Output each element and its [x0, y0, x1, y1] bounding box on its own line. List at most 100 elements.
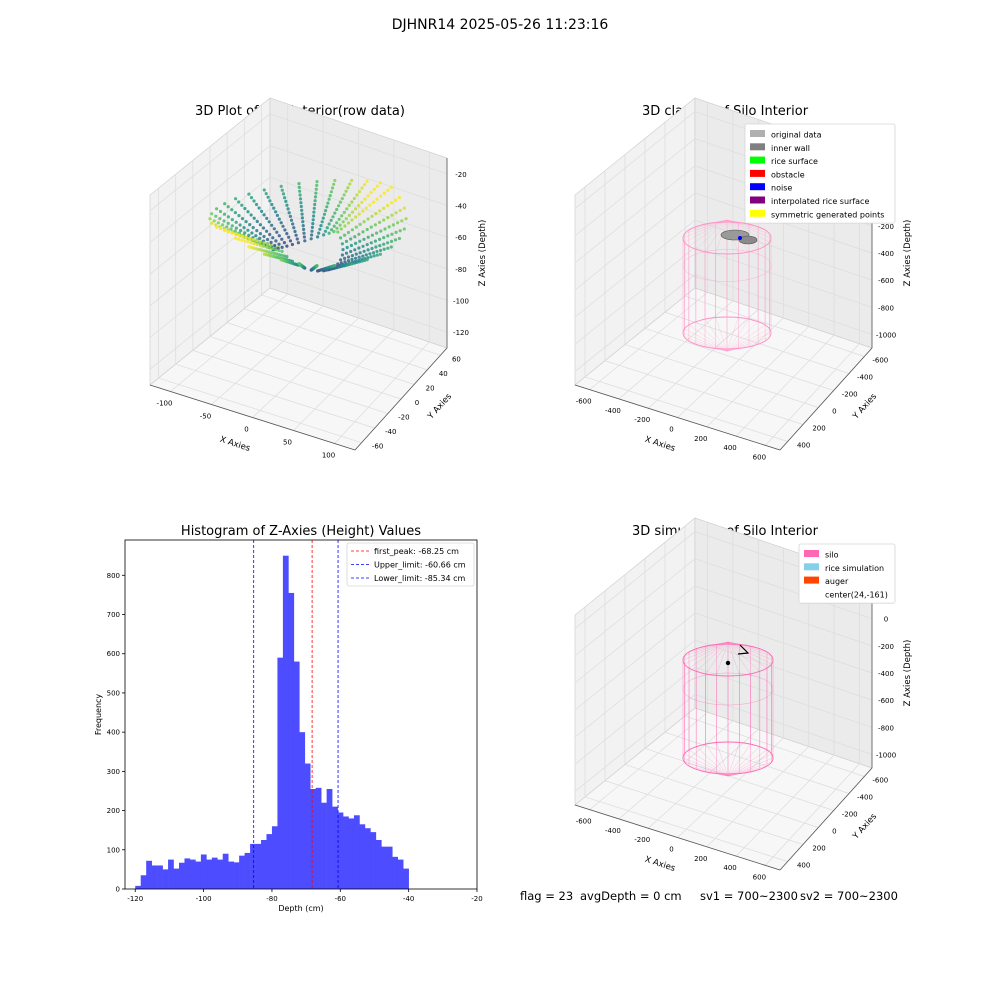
classify-legend-label: rice surface — [771, 157, 818, 166]
classify-cylinder-cone — [715, 317, 728, 352]
histogram-x-tick-label: -100 — [196, 895, 212, 903]
histogram-x-axis-label: Depth (cm) — [278, 904, 323, 913]
histogram-bar — [359, 824, 366, 889]
raw-point — [366, 235, 370, 239]
raw-point — [290, 242, 294, 247]
histogram-bar — [392, 856, 399, 889]
raw-point — [346, 221, 351, 225]
raw-point — [389, 201, 394, 205]
raw-point — [350, 228, 354, 232]
simulation-gridline — [574, 531, 696, 629]
raw-point — [280, 253, 284, 257]
classify-gridline — [574, 111, 696, 209]
histogram-bar — [195, 861, 202, 889]
raw-point — [340, 214, 344, 218]
simulation-cylinder-cone — [688, 749, 729, 777]
histogram-bar — [135, 885, 142, 889]
classify-cylinder-cone — [688, 340, 728, 352]
raw-point — [270, 251, 274, 255]
histogram-bar — [326, 789, 333, 889]
raw-point — [297, 262, 301, 266]
raw-point — [361, 244, 365, 248]
raw-point — [372, 187, 376, 191]
raw-point — [234, 220, 238, 224]
raw-point — [251, 237, 255, 242]
raw-point — [265, 229, 269, 233]
classify-legend-swatch — [750, 130, 765, 137]
histogram-bar — [364, 828, 371, 889]
simulation-gridline — [765, 763, 860, 866]
classify-y-tick-label: -600 — [872, 357, 888, 365]
raw-point — [375, 249, 379, 254]
raw-point — [362, 237, 366, 241]
histogram-bar — [217, 859, 224, 889]
raw-point — [275, 213, 279, 217]
raw-point — [222, 212, 227, 216]
histogram-y-tick-label: 800 — [107, 572, 120, 580]
raw-point — [279, 221, 283, 225]
raw-point — [302, 235, 306, 239]
classify-gridline — [694, 274, 873, 335]
raw-point — [310, 225, 314, 229]
raw-point — [382, 242, 386, 246]
raw-point — [370, 233, 374, 237]
histogram-bar — [386, 846, 393, 889]
histogram-bar — [277, 657, 284, 889]
raw-point — [296, 241, 300, 245]
raw-point — [375, 184, 379, 188]
raw-point — [337, 204, 341, 208]
raw-point — [357, 260, 362, 264]
raw-point — [363, 197, 367, 201]
raw-point — [246, 240, 250, 244]
raw-point — [346, 186, 350, 190]
classify-gridline — [647, 309, 759, 409]
raw-point — [251, 226, 255, 230]
raw-point — [371, 200, 376, 204]
raw-point — [271, 247, 275, 251]
raw-point — [279, 184, 283, 188]
raw-point — [369, 241, 373, 245]
raw-point — [223, 228, 227, 233]
raw-point — [215, 207, 219, 211]
raw-point — [400, 219, 404, 223]
raw-point — [315, 180, 319, 184]
raw-point — [361, 230, 365, 234]
raw-point — [274, 248, 278, 252]
histogram-y-tick-label: 500 — [107, 689, 120, 697]
raw-point — [230, 218, 234, 222]
raw-point — [366, 248, 370, 252]
classify-legend-swatch — [750, 196, 765, 204]
histogram-bar — [244, 852, 251, 889]
raw-point — [268, 199, 272, 203]
raw-point — [240, 217, 245, 221]
raw-point — [230, 231, 234, 235]
raw-point — [234, 226, 238, 230]
raw-point — [349, 243, 353, 248]
raw-point — [234, 236, 238, 240]
raw-point — [265, 216, 269, 220]
classify-z-tick-label: -400 — [878, 250, 894, 258]
raw-y-tick-label: 0 — [415, 399, 419, 407]
classify-y-axis-line — [779, 347, 873, 451]
histogram-y-tick-label: 600 — [107, 650, 120, 658]
raw-x-tick-label: -100 — [157, 400, 173, 408]
raw-point — [332, 182, 336, 186]
raw-point — [284, 199, 288, 203]
figure-title: DJHNR14 2025-05-26 11:23:16 — [391, 17, 609, 33]
classify-gridline — [677, 317, 784, 418]
raw-point — [218, 217, 222, 221]
raw-y-tick-label: 40 — [439, 370, 448, 378]
histogram-y-tick-label: 400 — [107, 729, 120, 737]
raw-point — [267, 220, 271, 224]
classify-cylinder-cone — [726, 336, 770, 352]
raw-point — [350, 262, 354, 266]
raw-point — [288, 239, 293, 243]
raw-point — [247, 192, 251, 196]
simulation-y-tick-label: -400 — [857, 794, 873, 802]
raw-gridline — [269, 145, 448, 206]
simulation-z-tick-label: 0 — [884, 616, 888, 624]
raw-point — [301, 224, 305, 228]
raw-point — [254, 234, 258, 238]
histogram-bar — [288, 592, 295, 889]
classify-noise-point — [738, 236, 742, 240]
